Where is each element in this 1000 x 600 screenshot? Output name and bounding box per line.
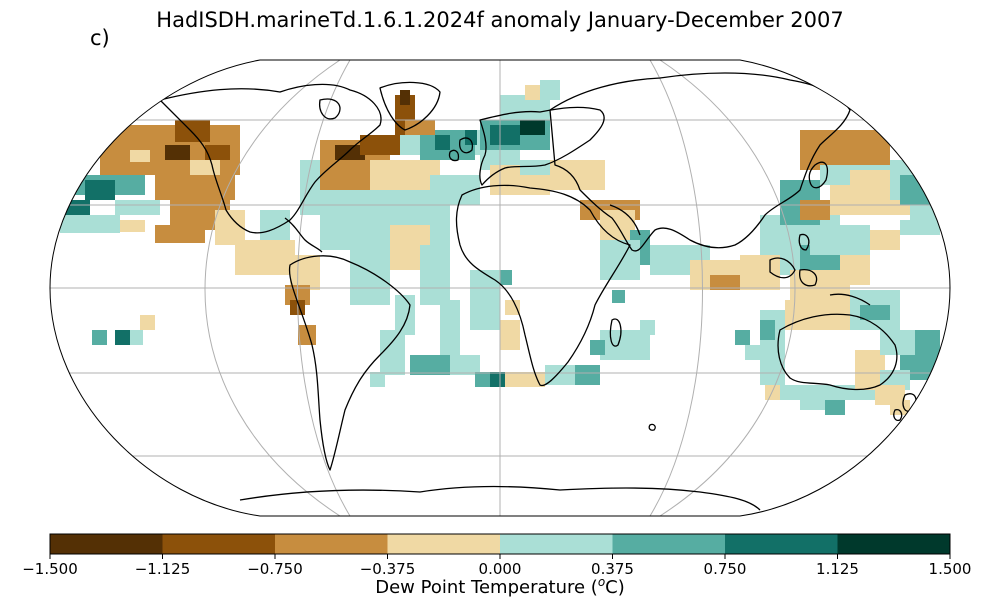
colorbar-ticks xyxy=(49,554,951,559)
grid-cell xyxy=(370,160,440,195)
grid-cell xyxy=(870,230,900,250)
grid-cell xyxy=(760,320,775,340)
colorbar-label: Dew Point Temperature (oC) xyxy=(375,575,625,598)
colorbar-tick-label: −0.375 xyxy=(359,560,416,578)
grid-cell xyxy=(540,80,560,100)
grid-cell xyxy=(520,120,545,135)
grid-cell xyxy=(470,270,500,330)
grid-cell xyxy=(910,205,940,220)
panel-label: c) xyxy=(90,26,110,50)
grid-cell xyxy=(405,120,435,135)
colorbar-tick-label: −1.500 xyxy=(22,560,78,578)
grid-cell xyxy=(130,330,143,345)
grid-cell xyxy=(395,295,415,335)
grid-cell xyxy=(475,372,490,387)
grid-cell xyxy=(435,135,450,150)
grid-cell xyxy=(205,145,230,160)
grid-cell xyxy=(400,90,410,105)
colorbar-tick-label: 0.000 xyxy=(478,560,522,578)
grid-cell xyxy=(505,372,545,387)
colorbar-swatch xyxy=(837,534,951,554)
grid-cell xyxy=(115,330,130,345)
map-title: HadISDH.marineTd.1.6.1.2024f anomaly Jan… xyxy=(156,8,844,32)
grid-cell xyxy=(420,245,450,305)
grid-cell xyxy=(370,372,385,387)
grid-cell xyxy=(600,240,640,280)
colorbar-swatch xyxy=(500,534,613,554)
grid-cell xyxy=(915,330,940,355)
grid-cell xyxy=(140,315,155,330)
grid-cell xyxy=(800,130,890,170)
grid-cell xyxy=(175,120,210,142)
grid-cell xyxy=(120,220,145,232)
grid-cell xyxy=(165,145,190,160)
grid-cell xyxy=(290,255,320,290)
colorbar-tick-label: −1.125 xyxy=(134,560,191,578)
grid-cell xyxy=(85,180,115,200)
grid-cell xyxy=(612,290,625,303)
colorbar-swatch xyxy=(275,534,388,554)
grid-cell xyxy=(800,200,830,220)
graticule xyxy=(50,60,950,516)
grid-cell xyxy=(500,320,520,350)
grid-cell xyxy=(810,225,870,255)
grid-cell xyxy=(710,275,740,290)
globe-outline xyxy=(49,59,951,517)
grid-cell xyxy=(92,330,107,345)
grid-cell xyxy=(465,130,477,145)
coastlines xyxy=(159,72,917,511)
grid-cell xyxy=(260,210,290,240)
grid-cell xyxy=(740,255,780,290)
grid-cell xyxy=(60,215,120,233)
colorbar-tick-label: 1.125 xyxy=(816,560,859,578)
grid-cell xyxy=(860,305,890,320)
grid-cell xyxy=(300,160,320,190)
grid-cell xyxy=(900,175,940,205)
grid-cell xyxy=(520,160,550,175)
colorbar-swatch xyxy=(612,534,726,554)
grid-cell xyxy=(900,220,940,235)
colorbar xyxy=(49,533,951,555)
colorbar-tick-label: −0.750 xyxy=(247,560,303,578)
grid-cell xyxy=(115,200,160,215)
grid-cell xyxy=(840,255,870,285)
colorbar-swatch xyxy=(725,534,838,554)
colorbar-tick-label: 1.500 xyxy=(928,560,972,578)
grid-cell xyxy=(765,385,780,400)
colorbar-swatch xyxy=(50,534,163,554)
grid-cell xyxy=(298,325,316,345)
grid-cell xyxy=(545,365,575,385)
grid-cell xyxy=(570,365,600,385)
grid-cell xyxy=(490,125,520,145)
grid-cell xyxy=(745,345,760,360)
grid-cell xyxy=(155,225,205,243)
grid-cell xyxy=(450,355,480,375)
anomaly-cells xyxy=(60,80,940,415)
grid-cell xyxy=(235,240,295,275)
grid-cell xyxy=(130,150,150,162)
colorbar-swatch xyxy=(387,534,501,554)
colorbar-tick-label: 0.750 xyxy=(703,560,747,578)
grid-cell xyxy=(190,160,220,175)
grid-cell xyxy=(825,400,845,415)
grid-cell xyxy=(360,135,405,155)
grid-cell xyxy=(440,300,460,360)
grid-cell xyxy=(490,372,505,387)
grid-cell xyxy=(380,330,405,375)
grid-cell xyxy=(545,160,605,190)
grid-cell xyxy=(735,330,750,345)
colorbar-tick-label: 0.375 xyxy=(591,560,634,578)
grid-cell xyxy=(505,300,520,315)
grid-cell xyxy=(500,270,512,285)
grid-cell xyxy=(640,320,655,335)
colorbar-swatch xyxy=(162,534,276,554)
grid-cell xyxy=(590,340,605,355)
